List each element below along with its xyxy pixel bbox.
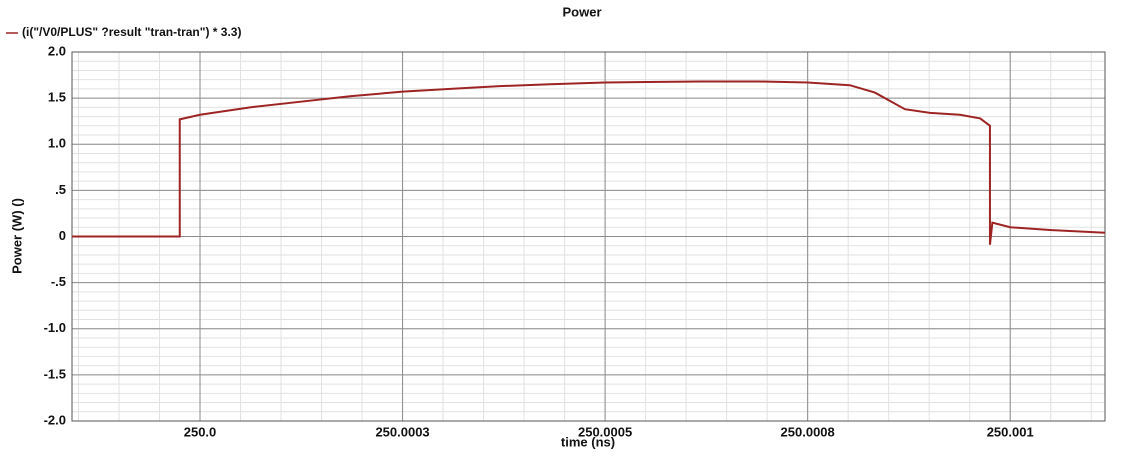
series-line xyxy=(72,80,1106,245)
y-tick-label: -2.0 xyxy=(44,412,66,427)
x-axis-label: time (ns) xyxy=(561,434,615,449)
x-tick-label: 250.0005 xyxy=(578,424,632,439)
y-tick-label: -1.5 xyxy=(44,366,66,381)
legend-label: (i("/V0/PLUS" ?result "tran-tran") * 3.3… xyxy=(22,25,241,39)
y-tick-label: 1.5 xyxy=(48,90,66,105)
y-tick-label: -1.0 xyxy=(44,320,66,335)
y-axis-label: Power (W) () xyxy=(9,198,24,274)
x-tick-label: 250.0003 xyxy=(375,424,429,439)
y-tick-label: 2.0 xyxy=(48,43,66,58)
x-tick-label: 250.0008 xyxy=(781,424,835,439)
x-tick-label: 250.0 xyxy=(184,424,217,439)
y-tick-label: .5 xyxy=(55,182,66,197)
chart-title: Power xyxy=(562,4,601,19)
x-tick-label: 250.001 xyxy=(987,424,1034,439)
y-tick-label: 1.0 xyxy=(48,136,66,151)
y-tick-label: 0 xyxy=(59,228,66,243)
y-tick-label: -.5 xyxy=(51,274,66,289)
